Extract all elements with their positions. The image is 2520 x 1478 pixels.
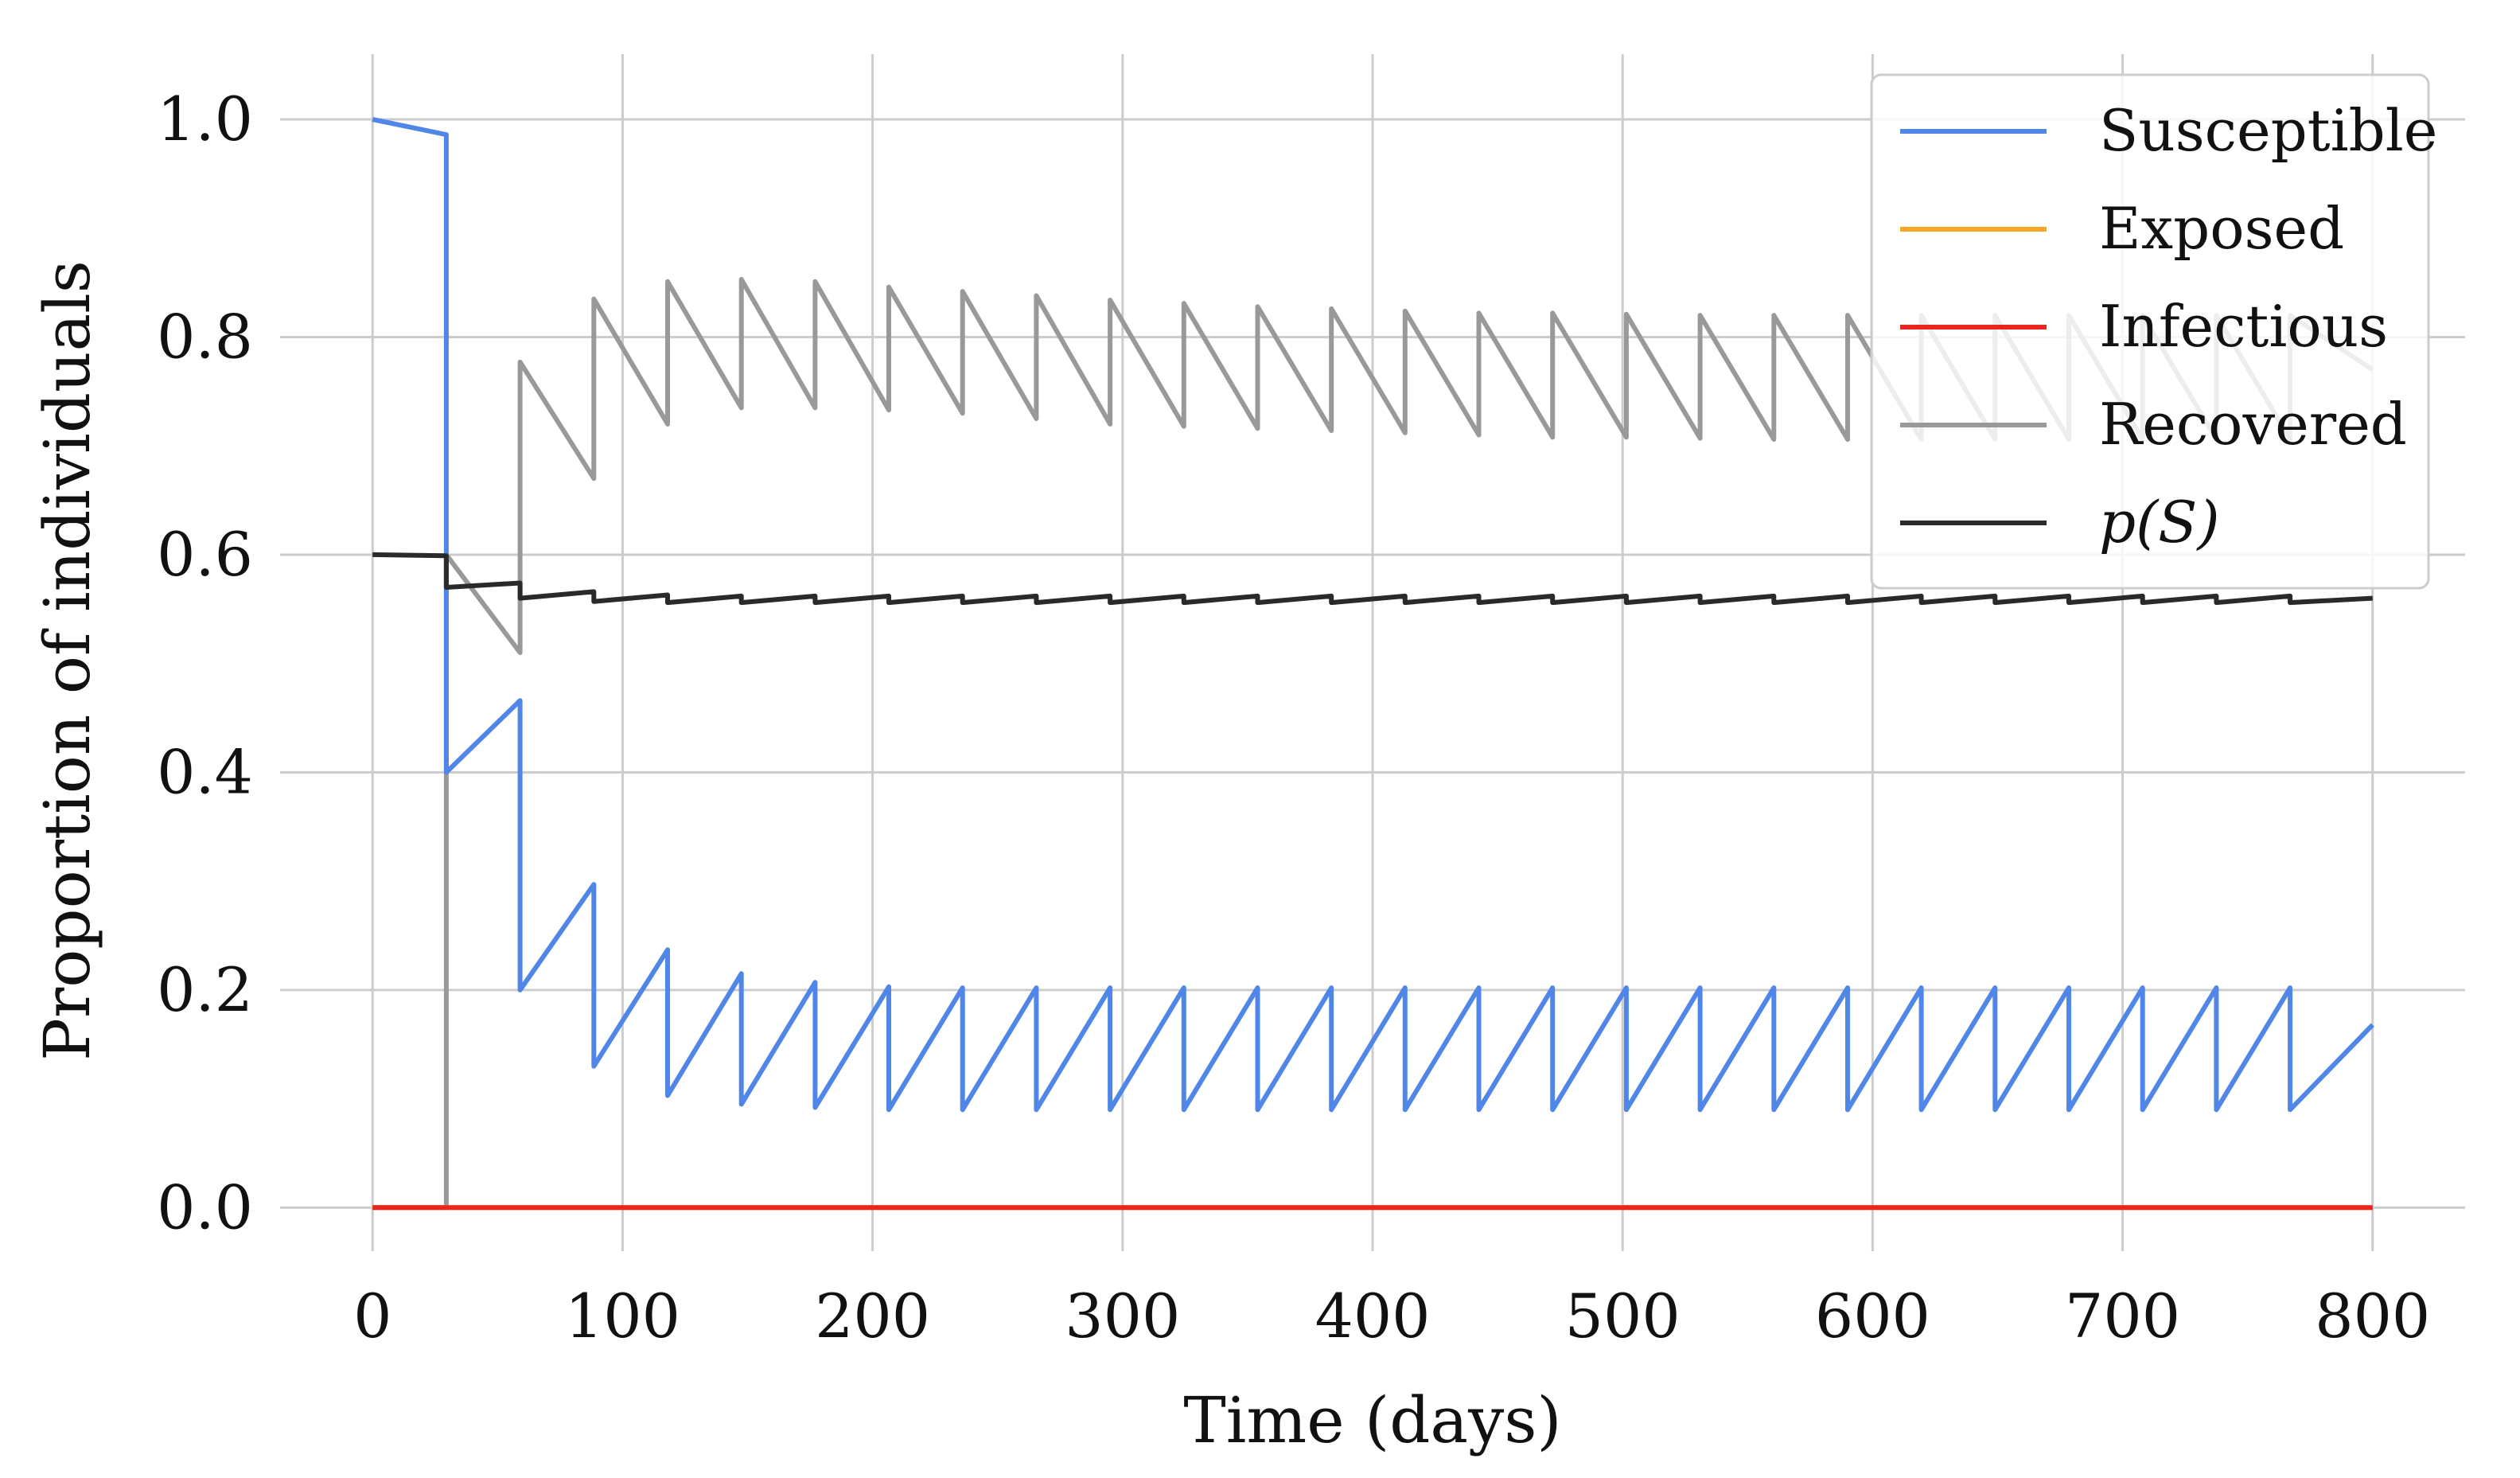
x-tick-label: 300 bbox=[1065, 1281, 1180, 1351]
x-tick-label: 500 bbox=[1565, 1281, 1681, 1351]
x-tick-label: 400 bbox=[1315, 1281, 1430, 1351]
legend-label-recovered: Recovered bbox=[2099, 391, 2407, 458]
legend-label-p-s: p(S) bbox=[2099, 489, 2220, 556]
x-tick-label: 600 bbox=[1815, 1281, 1930, 1351]
legend-frame bbox=[1870, 73, 2430, 590]
y-tick-label: 1.0 bbox=[157, 84, 253, 154]
x-tick-label: 700 bbox=[2065, 1281, 2180, 1351]
x-tick-label: 200 bbox=[815, 1281, 930, 1351]
legend-label-exposed: Exposed bbox=[2099, 195, 2344, 262]
y-tick-label: 0.6 bbox=[157, 519, 253, 590]
y-axis-ticks: 0.0 0.2 0.4 0.6 0.8 1.0 bbox=[157, 84, 253, 1242]
x-tick-label: 800 bbox=[2315, 1281, 2430, 1351]
legend-label-infectious: Infectious bbox=[2099, 293, 2388, 360]
legend: Susceptible Exposed Infectious Recovered p(S… bbox=[1870, 73, 2437, 590]
x-axis-title: Time (days) bbox=[1183, 1383, 1561, 1457]
y-tick-label: 0.8 bbox=[157, 301, 253, 372]
y-tick-label: 0.0 bbox=[157, 1172, 253, 1242]
series-line-susceptible bbox=[372, 117, 2374, 1113]
y-axis-title: Proportion of individuals bbox=[30, 260, 104, 1061]
y-tick-label: 0.4 bbox=[157, 736, 253, 807]
x-tick-label: 100 bbox=[565, 1281, 680, 1351]
series-line-p-s bbox=[372, 552, 2373, 606]
x-tick-label: 0 bbox=[353, 1281, 391, 1351]
legend-label-susceptible: Susceptible bbox=[2099, 97, 2437, 164]
y-tick-label: 0.2 bbox=[157, 954, 253, 1025]
legend-entries: Susceptible Exposed Infectious Recovered p(S… bbox=[1900, 97, 2437, 556]
x-axis-ticks: 0 100 200 300 400 500 600 700 800 bbox=[353, 1281, 2430, 1351]
